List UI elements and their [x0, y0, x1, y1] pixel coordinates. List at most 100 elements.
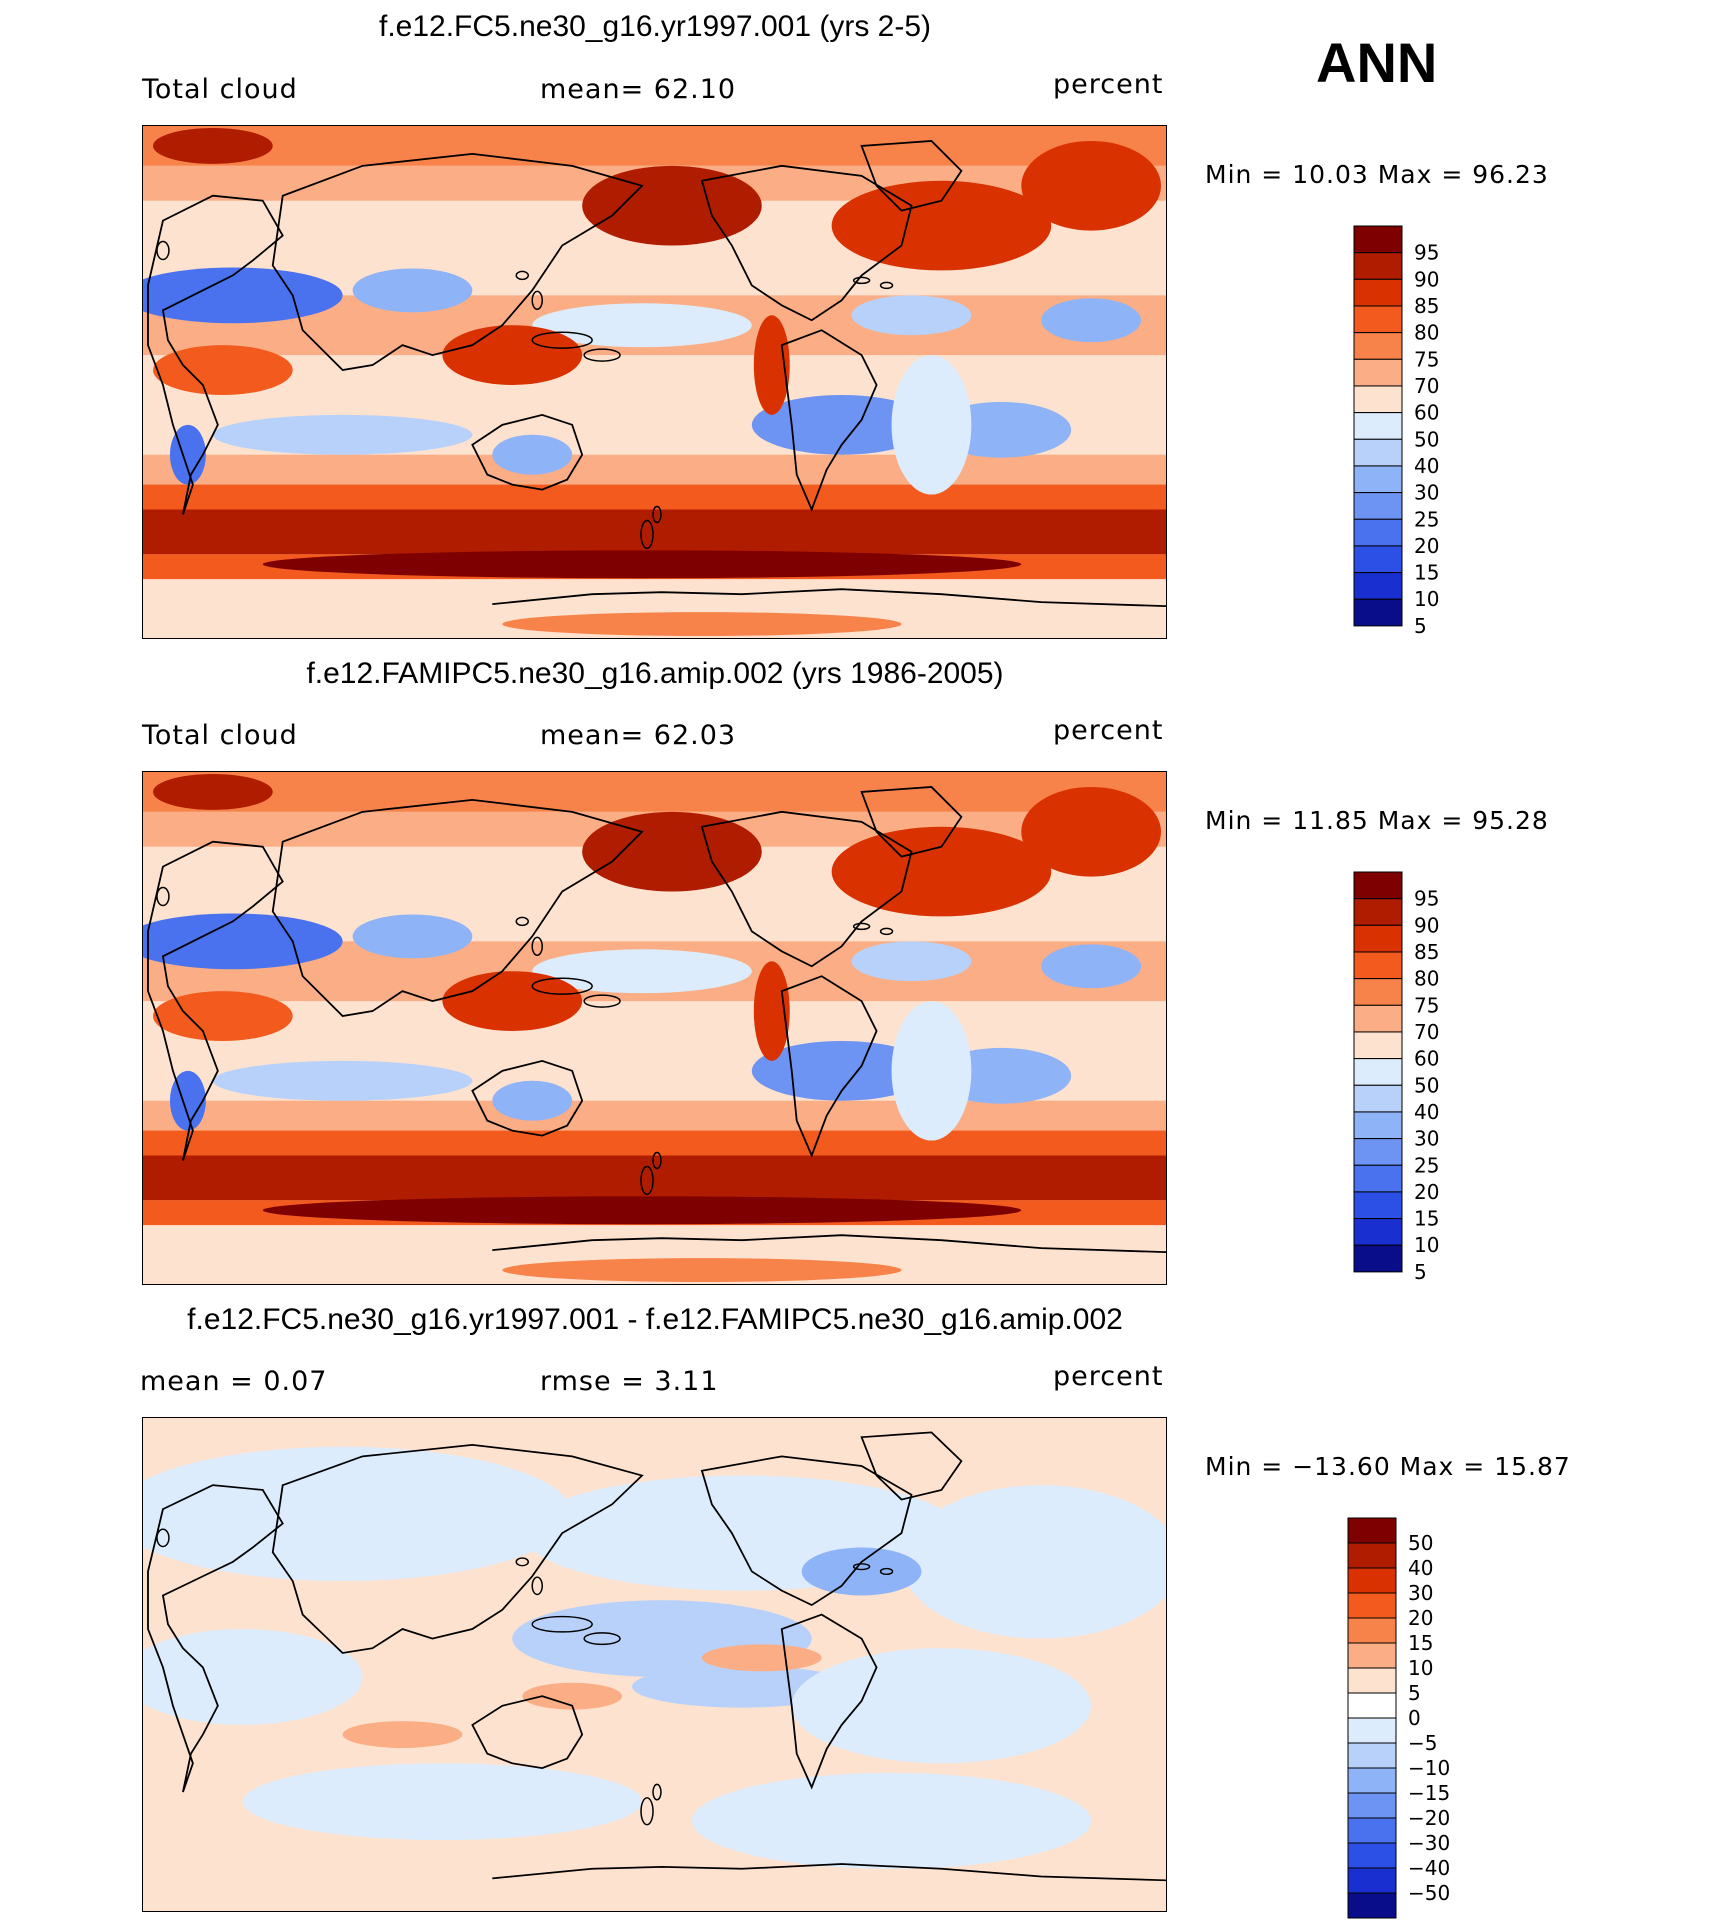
- colorbar-swatch: [1353, 492, 1403, 520]
- colorbar-swatch: [1353, 924, 1403, 953]
- colorbar-swatch: [1353, 1218, 1403, 1246]
- panel-2-left-label: Total cloud: [142, 720, 298, 751]
- colorbar-swatch: [1353, 1058, 1403, 1086]
- panel-3-center-label: rmse = 3.11: [540, 1366, 719, 1397]
- colorbar-tick-label: 10: [1408, 1656, 1433, 1680]
- colorbar-swatch: [1347, 1517, 1397, 1544]
- colorbar-tick-label: 80: [1414, 321, 1439, 345]
- colorbar-swatch: [1347, 1667, 1397, 1694]
- colorbar-tick-label: 30: [1408, 1581, 1433, 1605]
- colorbar-swatch: [1353, 385, 1403, 414]
- colorbar-tick-label: 50: [1408, 1531, 1433, 1555]
- colorbar-swatch: [1353, 332, 1403, 360]
- panel-2-min-max: Min = 11.85 Max = 95.28: [1205, 806, 1549, 835]
- colorbar-swatch: [1347, 1592, 1397, 1619]
- colorbar-tick-label: −20: [1408, 1806, 1450, 1830]
- colorbar-swatch: [1347, 1842, 1397, 1869]
- colorbar-swatch: [1353, 278, 1403, 307]
- colorbar-swatch: [1353, 518, 1403, 547]
- colorbar-tick-label: 60: [1414, 1047, 1439, 1071]
- colorbar-tick-label: 15: [1414, 1207, 1439, 1231]
- colorbar-swatch: [1353, 358, 1403, 387]
- colorbar-swatch: [1347, 1617, 1397, 1644]
- colorbar-swatch: [1353, 305, 1403, 334]
- colorbar-tick-label: 5: [1414, 614, 1427, 634]
- panel-3-colorbar: 50 40 30 20 15 10 5 0 −5 −10 −15 −20 −30 −40 −50: [1344, 1516, 1514, 1926]
- colorbar-tick-label: 30: [1414, 481, 1439, 505]
- colorbar-tick-label: 50: [1414, 1073, 1439, 1097]
- colorbar-swatch: [1347, 1817, 1397, 1844]
- panel-2-center-label: mean= 62.03: [540, 720, 737, 751]
- panel-2-colorbar: 95 90 85 80 75 70 60 50 40 30 25 20 15 10 5: [1350, 870, 1510, 1280]
- colorbar-swatch: [1353, 1111, 1403, 1140]
- panel-2-map: [142, 771, 1167, 1285]
- colorbar-tick-label: 20: [1414, 534, 1439, 558]
- panel-3-map: [142, 1417, 1167, 1912]
- colorbar-swatch: [1353, 438, 1403, 467]
- panel-3-left-label: mean = 0.07: [140, 1366, 328, 1397]
- colorbar-tick-label: 50: [1414, 427, 1439, 451]
- panel-2-title: f.e12.FAMIPC5.ne30_g16.amip.002 (yrs 198…: [306, 657, 1004, 690]
- colorbar-swatch: [1347, 1642, 1397, 1669]
- colorbar-tick-label: 40: [1408, 1556, 1433, 1580]
- panel-3-right-label: percent: [1053, 1361, 1164, 1392]
- colorbar-tick-label: 75: [1414, 347, 1439, 371]
- colorbar-tick-label: 30: [1414, 1127, 1439, 1151]
- colorbar-tick-label: 15: [1408, 1631, 1433, 1655]
- colorbar-tick-label: 90: [1414, 913, 1439, 937]
- colorbar-tick-label: −5: [1408, 1731, 1437, 1755]
- colorbar-tick-label: 75: [1414, 993, 1439, 1017]
- colorbar-tick-label: 25: [1414, 1153, 1439, 1177]
- colorbar-swatch: [1353, 1004, 1403, 1033]
- panel-1-colorbar: 95 90 85 80 75 70 60 50 40 30 25 20 15 10 5: [1350, 224, 1510, 634]
- colorbar-tick-label: −30: [1408, 1831, 1450, 1855]
- colorbar-tick-label: 5: [1414, 1260, 1427, 1280]
- colorbar-swatch: [1353, 978, 1403, 1006]
- panel-1-title: f.e12.FC5.ne30_g16.yr1997.001 (yrs 2-5): [379, 10, 931, 43]
- season-label: ANN: [1316, 31, 1438, 94]
- panel-1-left-label: Total cloud: [142, 74, 298, 105]
- colorbar-swatch: [1347, 1767, 1397, 1794]
- colorbar-tick-label: 10: [1414, 1233, 1439, 1257]
- panel-1-map: [142, 125, 1167, 639]
- colorbar-swatch: [1353, 225, 1403, 254]
- colorbar-tick-label: 90: [1414, 267, 1439, 291]
- colorbar-swatch: [1353, 871, 1403, 900]
- colorbar-tick-label: 70: [1414, 1020, 1439, 1044]
- panel-1-min-max: Min = 10.03 Max = 96.23: [1205, 160, 1549, 189]
- panel-3-min-max: Min = −13.60 Max = 15.87: [1205, 1452, 1571, 1481]
- colorbar-tick-label: −50: [1408, 1881, 1450, 1905]
- colorbar-swatch: [1353, 572, 1403, 600]
- colorbar-tick-label: 85: [1414, 940, 1439, 964]
- panel-3-title: f.e12.FC5.ne30_g16.yr1997.001 - f.e12.FA…: [187, 1303, 1123, 1336]
- colorbar-swatch: [1353, 898, 1403, 926]
- colorbar-swatch: [1347, 1717, 1397, 1744]
- colorbar-swatch: [1353, 465, 1403, 494]
- colorbar-tick-label: 20: [1414, 1180, 1439, 1204]
- colorbar-swatch: [1353, 1084, 1403, 1113]
- colorbar-swatch: [1347, 1542, 1397, 1569]
- colorbar-tick-label: 5: [1408, 1681, 1421, 1705]
- colorbar-swatch: [1353, 1191, 1403, 1220]
- colorbar-tick-label: −15: [1408, 1781, 1450, 1805]
- colorbar-swatch: [1353, 951, 1403, 980]
- colorbar-swatch: [1353, 598, 1403, 627]
- colorbar-tick-label: 80: [1414, 967, 1439, 991]
- colorbar-tick-label: 40: [1414, 1100, 1439, 1124]
- colorbar-tick-label: 60: [1414, 401, 1439, 425]
- colorbar-tick-label: 95: [1414, 241, 1439, 265]
- colorbar-swatch: [1347, 1867, 1397, 1894]
- colorbar-tick-label: 70: [1414, 374, 1439, 398]
- colorbar-tick-label: 15: [1414, 561, 1439, 585]
- colorbar-tick-label: 20: [1408, 1606, 1433, 1630]
- colorbar-swatch: [1353, 1031, 1403, 1060]
- colorbar-swatch: [1353, 1164, 1403, 1193]
- colorbar-swatch: [1347, 1692, 1397, 1719]
- colorbar-swatch: [1347, 1892, 1397, 1919]
- colorbar-swatch: [1347, 1567, 1397, 1594]
- colorbar-tick-label: 85: [1414, 294, 1439, 318]
- colorbar-tick-label: 10: [1414, 587, 1439, 611]
- colorbar-swatch: [1353, 545, 1403, 574]
- panel-1-right-label: percent: [1053, 69, 1164, 100]
- colorbar-tick-label: −10: [1408, 1756, 1450, 1780]
